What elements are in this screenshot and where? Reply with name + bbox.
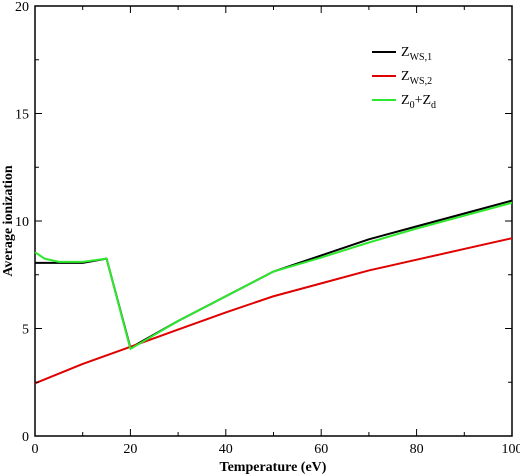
y-tick-label: 15 [15,108,29,123]
x-tick-label: 80 [410,442,424,457]
series-line-3 [34,201,513,350]
x-tick-label: 40 [219,442,233,457]
x-tick-label: 60 [314,442,328,457]
y-tick-label: 5 [22,323,29,338]
legend-label-2: ZWS,2 [401,69,432,87]
x-tick-label: 100 [502,442,520,457]
x-tick-label: 20 [123,442,137,457]
legend: ZWS,1 ZWS,2 Z0+Zd [372,45,436,111]
x-axis-title: Temperature (eV) [220,460,327,475]
y-tick-label: 0 [22,430,29,445]
legend-label-1: ZWS,1 [401,45,432,63]
legend-label-3: Z0+Zd [401,93,436,111]
y-axis-title: Average ionization [1,165,16,277]
y-tick-label: 10 [15,215,29,230]
y-tick-label: 20 [15,0,29,15]
ticks-layer: 0 20 40 60 80 100 0 5 10 15 20 [15,0,520,457]
series-layer [34,199,513,385]
series-line-2 [34,237,513,385]
plot-area [34,5,513,437]
x-tick-label: 0 [32,442,39,457]
